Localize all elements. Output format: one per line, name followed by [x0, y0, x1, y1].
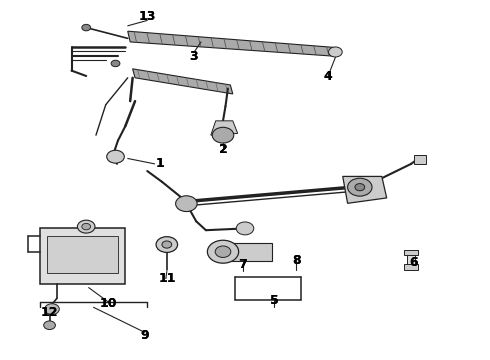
Polygon shape [133, 69, 233, 94]
Text: 11: 11 [158, 272, 175, 285]
Text: 8: 8 [292, 254, 301, 267]
Text: 2: 2 [219, 143, 227, 156]
Polygon shape [404, 264, 418, 270]
Text: 1: 1 [155, 157, 164, 170]
Text: 5: 5 [270, 294, 279, 307]
Circle shape [156, 237, 177, 252]
Text: 13: 13 [139, 10, 156, 23]
Text: 2: 2 [219, 143, 227, 156]
Circle shape [82, 24, 91, 31]
Polygon shape [414, 155, 426, 164]
Circle shape [215, 246, 231, 257]
Text: 12: 12 [41, 306, 58, 319]
Circle shape [77, 220, 95, 233]
Circle shape [44, 321, 55, 329]
Circle shape [45, 304, 59, 315]
Text: 9: 9 [141, 329, 149, 342]
Text: 7: 7 [238, 258, 247, 271]
Text: 13: 13 [139, 10, 156, 23]
Text: 5: 5 [270, 294, 279, 307]
Polygon shape [211, 121, 238, 135]
Circle shape [82, 224, 91, 230]
Polygon shape [225, 243, 272, 261]
FancyBboxPatch shape [47, 235, 118, 273]
Text: 8: 8 [292, 254, 301, 267]
Polygon shape [128, 31, 335, 56]
Text: 10: 10 [99, 297, 117, 310]
Text: 7: 7 [238, 258, 247, 271]
Circle shape [162, 241, 172, 248]
Text: 3: 3 [189, 50, 198, 63]
Circle shape [329, 47, 342, 57]
Circle shape [355, 184, 365, 191]
Text: 10: 10 [99, 297, 117, 310]
Circle shape [212, 127, 234, 143]
FancyBboxPatch shape [40, 228, 125, 284]
Circle shape [111, 60, 120, 67]
Polygon shape [343, 176, 387, 203]
Text: 6: 6 [409, 256, 418, 269]
Circle shape [107, 150, 124, 163]
Circle shape [207, 240, 239, 263]
Text: 1: 1 [155, 157, 164, 170]
Circle shape [236, 222, 254, 235]
Circle shape [347, 178, 372, 196]
Text: 4: 4 [324, 69, 332, 82]
Text: 12: 12 [41, 306, 58, 319]
Polygon shape [404, 250, 418, 255]
Text: 6: 6 [409, 256, 418, 269]
Text: 4: 4 [324, 69, 332, 82]
Text: 11: 11 [158, 272, 175, 285]
Text: 9: 9 [141, 329, 149, 342]
Polygon shape [407, 255, 415, 264]
Text: 3: 3 [189, 50, 198, 63]
Circle shape [175, 196, 197, 212]
